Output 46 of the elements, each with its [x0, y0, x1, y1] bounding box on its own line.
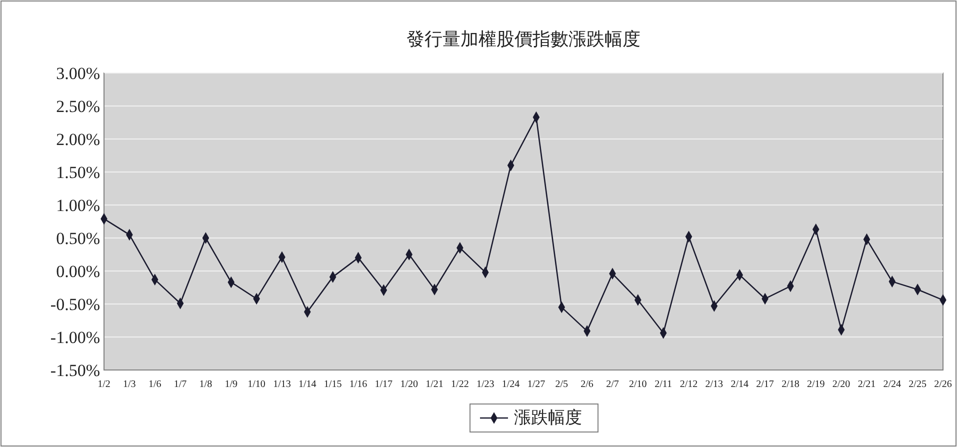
y-tick-label: 1.50% — [56, 162, 100, 182]
x-tick-label: 2/6 — [580, 379, 594, 390]
y-tick-label: 0.50% — [56, 228, 100, 248]
x-tick-label: 1/14 — [298, 379, 316, 390]
x-tick-label: 1/15 — [324, 379, 342, 390]
x-tick-label: 1/13 — [273, 379, 291, 390]
x-tick-label: 2/18 — [782, 379, 800, 390]
x-tick-label: 1/9 — [224, 379, 238, 390]
x-tick-label: 2/25 — [908, 379, 926, 390]
x-tick-label: 2/7 — [606, 379, 619, 390]
x-tick-label: 1/22 — [451, 379, 469, 390]
x-tick-label: 2/10 — [629, 379, 647, 390]
x-tick-label: 1/7 — [174, 379, 187, 390]
x-tick-label: 1/8 — [199, 379, 212, 390]
x-tick-label: 2/12 — [680, 379, 698, 390]
x-tick-label: 1/3 — [123, 379, 136, 390]
y-tick-label: -0.50% — [50, 294, 100, 314]
y-tick-label: 2.50% — [56, 96, 100, 116]
y-tick-label: -1.50% — [50, 360, 100, 380]
y-tick-label: 2.00% — [56, 130, 100, 149]
y-tick-label: 3.00% — [56, 64, 100, 83]
x-tick-label: 2/26 — [934, 379, 952, 390]
x-tick-label: 1/17 — [374, 379, 393, 390]
x-tick-label: 2/17 — [756, 379, 774, 390]
x-tick-label: 2/13 — [705, 379, 724, 390]
x-tick-label: 1/21 — [426, 379, 444, 390]
x-tick-label: 2/5 — [555, 379, 568, 390]
y-tick-label: 1.00% — [56, 196, 100, 215]
x-tick-label: 1/23 — [476, 379, 494, 390]
x-tick-label: 1/16 — [349, 379, 368, 390]
y-tick-label: 0.00% — [56, 262, 100, 281]
chart-title: 發行量加權股價指數漲跌幅度 — [406, 29, 640, 49]
x-tick-label: 2/19 — [806, 379, 825, 390]
x-tick-label: 1/24 — [502, 379, 520, 390]
x-tick-label: 1/2 — [98, 379, 110, 390]
y-tick-label: -1.00% — [50, 328, 100, 347]
x-tick-label: 1/10 — [248, 379, 266, 390]
x-tick-label: 2/21 — [858, 379, 876, 390]
x-tick-label: 2/20 — [832, 379, 850, 390]
x-tick-label: 2/11 — [654, 379, 672, 390]
x-tick-label: 1/20 — [400, 379, 418, 390]
x-tick-label: 2/14 — [730, 379, 748, 390]
x-tick-label: 2/24 — [883, 379, 902, 390]
x-tick-label: 1/27 — [527, 379, 546, 390]
x-tick-label: 1/6 — [148, 379, 162, 390]
legend-label: 漲跌幅度 — [514, 408, 582, 427]
